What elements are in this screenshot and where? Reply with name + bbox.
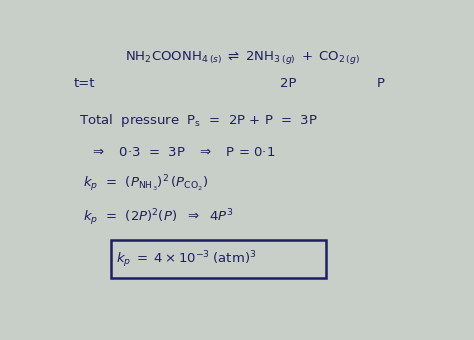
- Text: $k_p$  =  $(P_{\mathrm{NH_3}})^2\,(P_{\mathrm{CO_2}})$: $k_p$ = $(P_{\mathrm{NH_3}})^2\,(P_{\mat…: [83, 173, 208, 194]
- Text: Total  pressure  $\mathrm{P_s}$  =  2P + P  =  3P: Total pressure $\mathrm{P_s}$ = 2P + P =…: [80, 112, 319, 129]
- Text: $\Rightarrow$   0·3  =  3P   $\Rightarrow$   P = 0·1: $\Rightarrow$ 0·3 = 3P $\Rightarrow$ P =…: [91, 146, 276, 158]
- Bar: [110, 240, 326, 278]
- Text: P: P: [377, 78, 385, 90]
- Text: $k_p$  =  $(2P)^2(P)$  $\Rightarrow$  $4P^3$: $k_p$ = $(2P)^2(P)$ $\Rightarrow$ $4P^3$: [83, 207, 234, 228]
- Text: t=t: t=t: [74, 78, 95, 90]
- Text: $k_p\;=\;4\times10^{-3}\;(\mathrm{atm})^3$: $k_p\;=\;4\times10^{-3}\;(\mathrm{atm})^…: [116, 249, 256, 270]
- Text: 2P: 2P: [280, 78, 296, 90]
- Text: $\mathrm{NH_2COONH_4}_{\,(s)}\;\rightleftharpoons\;2\mathrm{NH_3}_{\,(g)}\;+\;\m: $\mathrm{NH_2COONH_4}_{\,(s)}\;\rightlef…: [125, 49, 361, 66]
